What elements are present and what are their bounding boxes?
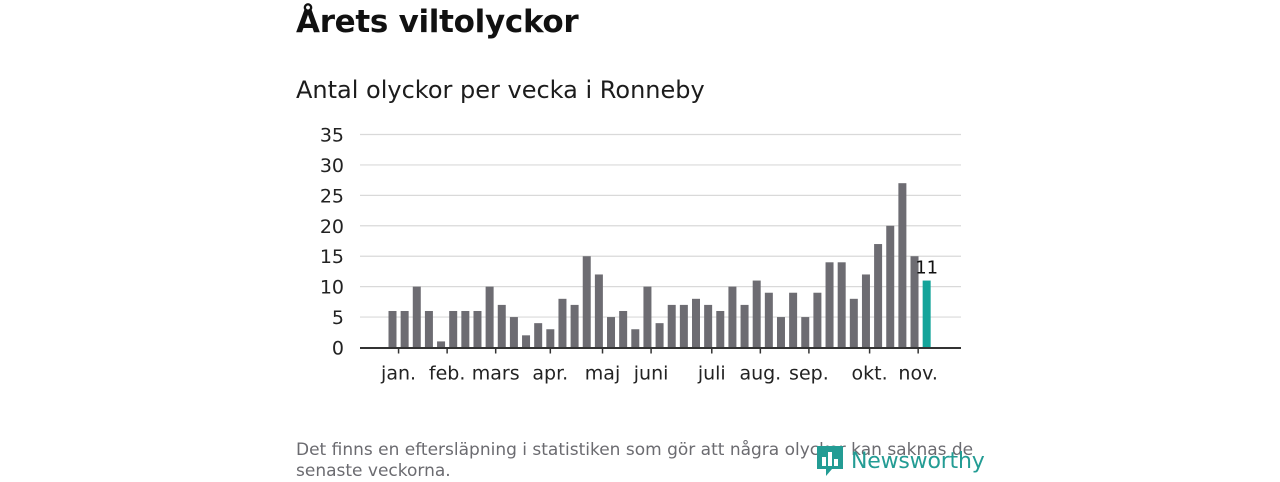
bar — [412, 286, 421, 348]
bar — [461, 310, 470, 348]
bar — [825, 262, 834, 348]
y-tick-label: 35 — [320, 125, 344, 147]
bar — [837, 262, 846, 348]
bar — [509, 317, 518, 348]
bar — [497, 304, 506, 348]
bar — [582, 256, 591, 348]
bar — [473, 310, 482, 348]
bar — [886, 225, 895, 348]
bar — [546, 329, 555, 348]
bar — [898, 183, 907, 348]
bar — [849, 298, 858, 348]
footnote: Det finns en eftersläpning i statistiken… — [296, 440, 974, 481]
bar — [716, 310, 725, 348]
bar — [728, 286, 737, 348]
x-tick-label: jan. — [380, 363, 416, 385]
data-label: 11 — [915, 258, 938, 279]
bar — [655, 323, 664, 348]
bar — [752, 280, 761, 348]
chart-subtitle: Antal olyckor per vecka i Ronneby — [296, 76, 705, 104]
bar — [789, 292, 798, 348]
bar — [400, 310, 409, 348]
bar — [704, 304, 713, 348]
y-tick-label: 10 — [320, 277, 344, 299]
y-tick-label: 0 — [332, 338, 344, 360]
x-tick-label: feb. — [429, 363, 465, 385]
x-tick-label: nov. — [898, 363, 937, 385]
x-tick-label: mars — [472, 363, 520, 385]
x-tick-label: okt. — [852, 363, 888, 385]
bar — [449, 310, 458, 348]
x-tick-label: apr. — [532, 363, 568, 385]
y-tick-label: 25 — [320, 185, 344, 207]
x-tick-label: sep. — [789, 363, 829, 385]
bar — [861, 274, 870, 348]
newsworthy-logo-text: Newsworthy — [851, 448, 985, 474]
bar-chart: 0 5 10 15 20 25 30 35 jan. feb. mars apr. maj juni jul… — [320, 125, 961, 385]
bar — [522, 335, 531, 348]
bar — [424, 310, 433, 348]
bar — [874, 244, 883, 348]
highlight-bar — [922, 280, 931, 348]
newsworthy-logo: Newsworthy — [815, 444, 985, 478]
bar — [594, 274, 603, 348]
bar — [813, 292, 822, 348]
bar — [534, 323, 543, 348]
bar — [558, 298, 567, 348]
bar — [667, 304, 676, 348]
bar — [631, 329, 640, 348]
x-tick-label: maj — [585, 363, 620, 385]
bar — [570, 304, 579, 348]
bar — [776, 317, 785, 348]
bar — [801, 317, 810, 348]
bar — [619, 310, 628, 348]
bar — [679, 304, 688, 348]
y-tick-label: 15 — [320, 246, 344, 268]
y-tick-label: 30 — [320, 155, 344, 177]
x-tick-label: juni — [633, 363, 669, 385]
bar — [485, 286, 494, 348]
bar — [740, 304, 749, 348]
y-tick-label: 20 — [320, 216, 344, 238]
bar — [910, 256, 919, 348]
bar — [643, 286, 652, 348]
newsworthy-logo-icon — [817, 446, 843, 476]
bar — [437, 341, 446, 348]
bar — [764, 292, 773, 348]
chart-title: Årets viltolyckor — [296, 4, 579, 40]
bar — [388, 310, 397, 348]
x-tick-label: juli — [697, 363, 726, 385]
x-tick-label: aug. — [739, 363, 781, 385]
y-tick-label: 5 — [332, 307, 344, 329]
bar — [607, 317, 616, 348]
bar — [692, 298, 700, 348]
